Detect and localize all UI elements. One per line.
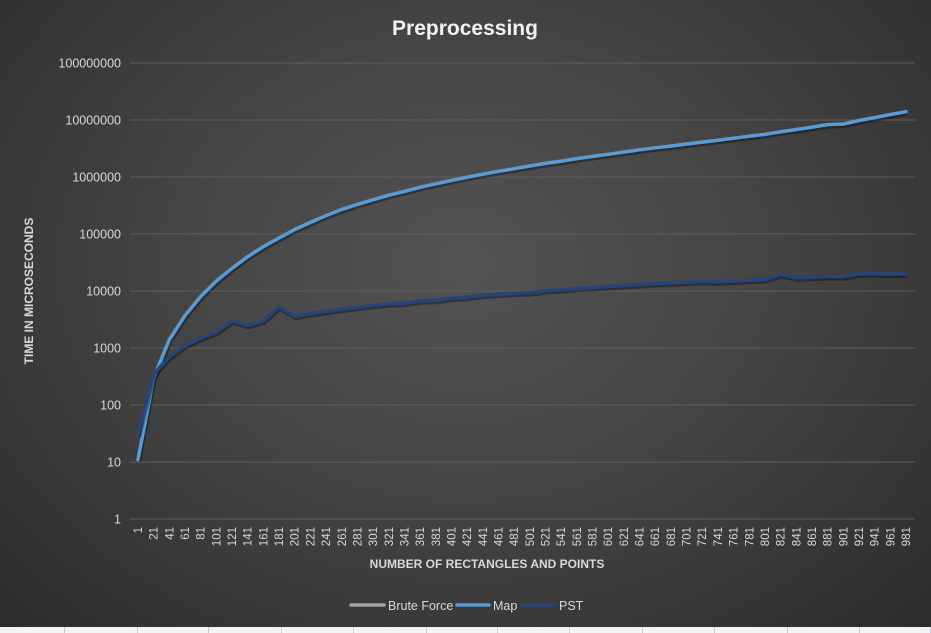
y-tick-label: 100000: [79, 228, 121, 242]
x-tick-label: 461: [493, 527, 505, 546]
x-tick-label: 121: [227, 527, 239, 546]
y-tick-label: 1000: [93, 342, 121, 356]
x-tick-label: 541: [556, 527, 568, 546]
x-tick-label: 501: [525, 527, 537, 546]
x-tick-label: 561: [572, 527, 584, 546]
x-tick-label: 841: [791, 527, 803, 546]
x-tick-label: 361: [415, 527, 427, 546]
x-tick-label: 161: [258, 527, 270, 546]
x-tick-label: 761: [729, 527, 741, 546]
x-tick-label: 301: [368, 527, 380, 546]
x-tick-label: 721: [697, 527, 709, 546]
x-tick-label: 801: [760, 527, 772, 546]
sheet-column-divider: [569, 627, 570, 633]
sheet-column-divider: [714, 627, 715, 633]
x-tick-label: 921: [854, 527, 866, 546]
x-tick-label: 581: [588, 527, 600, 546]
y-tick-label: 10000: [86, 285, 121, 299]
legend: Brute Force Map PST: [349, 599, 584, 613]
x-tick-label: 641: [635, 527, 647, 546]
x-tick-label: 441: [478, 527, 490, 546]
legend-item-map[interactable]: Map: [455, 599, 517, 613]
y-tick-label: 1: [114, 513, 121, 527]
sheet-column-divider: [426, 627, 427, 633]
x-tick-label: 881: [823, 527, 835, 546]
x-tick-label: 1: [133, 527, 145, 533]
x-axis-ticks: 1 21 41 61 81 101 121 141 161 181 201 221 241 261 281 3…: [133, 527, 913, 546]
series-shadow: [137, 111, 908, 462]
x-tick-label: 101: [211, 527, 223, 546]
x-tick-label: 141: [243, 527, 255, 546]
sheet-column-divider: [208, 627, 209, 633]
sheet-column-divider: [497, 627, 498, 633]
x-tick-label: 241: [321, 527, 333, 546]
x-tick-label: 261: [337, 527, 349, 546]
y-axis-ticks: 1 10 100 1000 10000 100000 1000000 10000000 1000…: [58, 57, 121, 527]
sheet-column-divider: [642, 627, 643, 633]
x-tick-label: 901: [838, 527, 850, 546]
x-tick-label: 21: [149, 527, 161, 540]
y-tick-label: 100000000: [58, 57, 121, 71]
sheet-column-divider: [64, 627, 65, 633]
series-lines: [136, 109, 908, 462]
x-axis-title: NUMBER OF RECTANGLES AND POINTS: [370, 557, 605, 571]
series-line-pst[interactable]: [136, 272, 908, 437]
legend-item-pst[interactable]: PST: [520, 599, 584, 613]
x-tick-label: 421: [462, 527, 474, 546]
x-tick-label: 341: [399, 527, 411, 546]
x-tick-label: 521: [541, 527, 553, 546]
x-tick-label: 481: [509, 527, 521, 546]
legend-label-pst: PST: [559, 599, 584, 613]
x-tick-label: 621: [619, 527, 631, 546]
x-tick-label: 381: [431, 527, 443, 546]
sheet-bottom-strip: [0, 627, 931, 633]
x-tick-label: 601: [603, 527, 615, 546]
series-line-map[interactable]: [136, 109, 908, 462]
x-tick-label: 821: [776, 527, 788, 546]
x-tick-label: 981: [901, 527, 913, 546]
x-tick-label: 961: [885, 527, 897, 546]
y-tick-label: 100: [100, 399, 121, 413]
sheet-column-divider: [787, 627, 788, 633]
y-axis-title: TIME IN MICROSECONDS: [22, 218, 36, 365]
x-tick-label: 941: [870, 527, 882, 546]
series-shadow: [137, 273, 908, 438]
x-tick-label: 321: [384, 527, 396, 546]
x-tick-label: 741: [713, 527, 725, 546]
sheet-column-divider: [859, 627, 860, 633]
legend-label-map: Map: [493, 599, 517, 613]
x-tick-label: 281: [352, 527, 364, 546]
x-tick-label: 401: [446, 527, 458, 546]
legend-label-brute-force: Brute Force: [388, 599, 453, 613]
y-tick-label: 10: [107, 456, 121, 470]
y-tick-label: 10000000: [65, 114, 121, 128]
x-tick-label: 181: [274, 527, 286, 546]
x-tick-label: 61: [180, 527, 192, 540]
legend-item-brute-force[interactable]: Brute Force: [349, 599, 453, 613]
y-tick-label: 1000000: [72, 171, 121, 185]
x-tick-label: 221: [305, 527, 317, 546]
x-tick-label: 661: [650, 527, 662, 546]
x-tick-label: 81: [196, 527, 208, 540]
chart-title: Preprocessing: [392, 17, 538, 40]
x-tick-label: 861: [807, 527, 819, 546]
sheet-column-divider: [281, 627, 282, 633]
x-tick-label: 781: [744, 527, 756, 546]
x-tick-label: 201: [290, 527, 302, 546]
sheet-column-divider: [137, 627, 138, 633]
sheet-column-divider: [353, 627, 354, 633]
x-tick-label: 681: [666, 527, 678, 546]
x-tick-label: 701: [682, 527, 694, 546]
gridlines: [130, 62, 915, 520]
x-tick-label: 41: [164, 527, 176, 540]
